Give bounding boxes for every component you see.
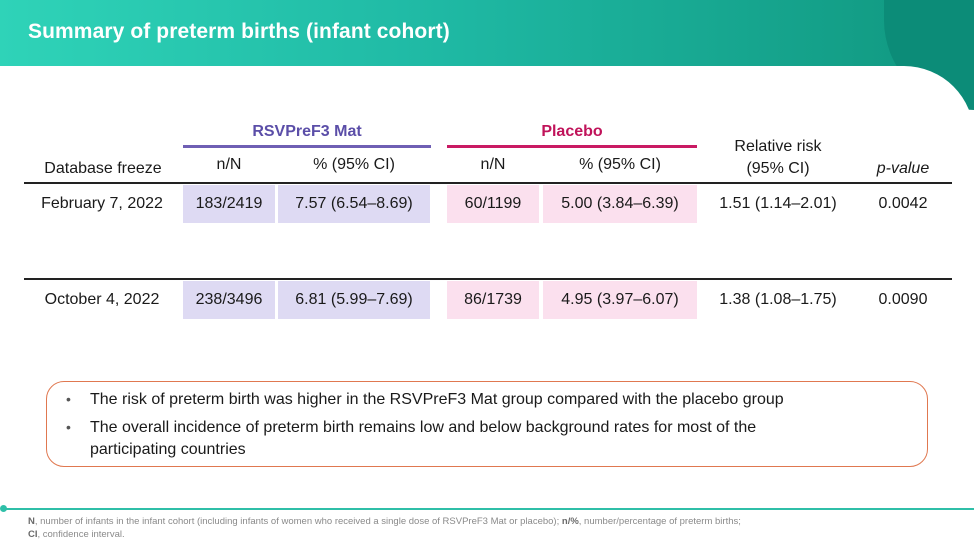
- group-underline-placebo: [447, 145, 697, 148]
- cell-rr-row2: 1.38 (1.08–1.75): [719, 291, 837, 308]
- cell-rsv-nN-row1: 183/2419: [183, 185, 275, 223]
- footnote-line-2: CI, confidence interval.: [28, 529, 125, 540]
- bullet-marker-1: •: [66, 391, 71, 407]
- column-header-relative-risk: Relative risk: [734, 138, 822, 155]
- cell-placebo-pct-row2: 4.95 (3.97–6.07): [543, 281, 697, 319]
- cell-pvalue-row2: 0.0090: [878, 291, 928, 308]
- summary-callout-box: [46, 381, 928, 467]
- table-rule-row1: [24, 182, 952, 184]
- cell-freeze-row1: February 7, 2022: [41, 195, 163, 212]
- cell-rsv-pct-row1: 7.57 (6.54–8.69): [278, 185, 430, 223]
- cell-freeze-row2: October 4, 2022: [44, 291, 160, 308]
- footnote-np-abbr: n/%: [561, 516, 579, 527]
- summary-bullet-2-line2: participating countries: [90, 441, 246, 458]
- footnote-ci-abbr: CI: [28, 529, 38, 540]
- cell-placebo-pct-row1: 5.00 (3.84–6.39): [543, 185, 697, 223]
- group-header-rsvpref3: RSVPreF3 Mat: [252, 123, 362, 140]
- column-header-database-freeze: Database freeze: [44, 160, 162, 177]
- cell-rsv-pct-row2: 6.81 (5.99–7.69): [278, 281, 430, 319]
- column-header-relative-risk-ci: (95% CI): [746, 160, 810, 177]
- cell-placebo-nN-row2: 86/1739: [447, 281, 539, 319]
- footer-divider: [4, 508, 974, 510]
- table-rule-row2: [24, 278, 952, 280]
- group-header-placebo: Placebo: [541, 123, 603, 140]
- footnote-line-1: N, number of infants in the infant cohor…: [28, 516, 741, 527]
- column-header-rsv-pct: % (95% CI): [313, 156, 395, 173]
- footer-divider-dot: [0, 505, 7, 512]
- group-underline-rsvpref3: [183, 145, 431, 148]
- column-header-placebo-pct: % (95% CI): [579, 156, 661, 173]
- footnote-np-text: , number/percentage of preterm births;: [578, 516, 741, 527]
- footnote-n-abbr: N: [28, 516, 35, 527]
- cell-pvalue-row1: 0.0042: [878, 195, 928, 212]
- footnote-n-text: , number of infants in the infant cohort…: [34, 516, 562, 527]
- slide-title: Summary of preterm births (infant cohort…: [28, 20, 450, 43]
- column-header-p-value: p-value: [876, 160, 930, 177]
- cell-placebo-nN-row1: 60/1199: [447, 185, 539, 223]
- column-header-placebo-nN: n/N: [480, 156, 506, 173]
- bullet-marker-2: •: [66, 419, 71, 435]
- cell-rr-row1: 1.51 (1.14–2.01): [719, 195, 837, 212]
- column-header-rsv-nN: n/N: [216, 156, 242, 173]
- footnote-ci-text: , confidence interval.: [37, 529, 125, 540]
- summary-bullet-1: The risk of preterm birth was higher in …: [90, 391, 784, 408]
- cell-rsv-nN-row2: 238/3496: [183, 281, 275, 319]
- slide-header: [0, 0, 974, 110]
- summary-bullet-2-line1: The overall incidence of preterm birth r…: [90, 419, 757, 436]
